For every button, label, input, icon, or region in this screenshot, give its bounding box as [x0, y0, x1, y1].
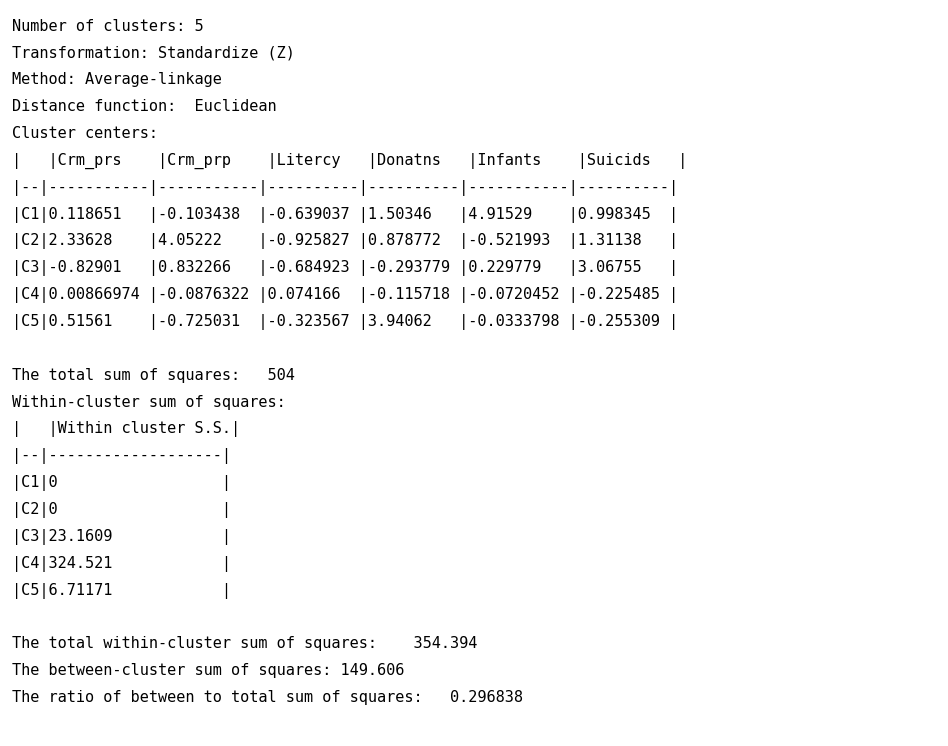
Text: |C3|23.1609            |: |C3|23.1609 | [12, 529, 231, 545]
Text: |--|-----------|-----------|----------|----------|-----------|----------|: |--|-----------|-----------|----------|-… [12, 180, 679, 195]
Text: |C4|324.521            |: |C4|324.521 | [12, 556, 231, 571]
Text: The ratio of between to total sum of squares:   0.296838: The ratio of between to total sum of squ… [12, 690, 523, 705]
Text: The between-cluster sum of squares: 149.606: The between-cluster sum of squares: 149.… [12, 663, 405, 678]
Text: |C1|0.118651   |-0.103438  |-0.639037 |1.50346   |4.91529    |0.998345  |: |C1|0.118651 |-0.103438 |-0.639037 |1.50… [12, 207, 679, 222]
Text: |C5|0.51561    |-0.725031  |-0.323567 |3.94062   |-0.0333798 |-0.255309 |: |C5|0.51561 |-0.725031 |-0.323567 |3.940… [12, 314, 679, 330]
Text: |--|-------------------|: |--|-------------------| [12, 448, 231, 464]
Text: |C1|0                  |: |C1|0 | [12, 475, 231, 491]
Text: |C4|0.00866974 |-0.0876322 |0.074166  |-0.115718 |-0.0720452 |-0.225485 |: |C4|0.00866974 |-0.0876322 |0.074166 |-0… [12, 287, 679, 303]
Text: |C2|2.33628    |4.05222    |-0.925827 |0.878772  |-0.521993  |1.31138   |: |C2|2.33628 |4.05222 |-0.925827 |0.87877… [12, 233, 679, 249]
Text: The total sum of squares:   504: The total sum of squares: 504 [12, 368, 295, 383]
Text: The total within-cluster sum of squares:    354.394: The total within-cluster sum of squares:… [12, 636, 478, 651]
Text: Transformation: Standardize (Z): Transformation: Standardize (Z) [12, 46, 295, 60]
Text: Number of clusters: 5: Number of clusters: 5 [12, 19, 204, 34]
Text: Within-cluster sum of squares:: Within-cluster sum of squares: [12, 395, 286, 410]
Text: |C2|0                  |: |C2|0 | [12, 502, 231, 518]
Text: |   |Within cluster S.S.|: | |Within cluster S.S.| [12, 421, 241, 437]
Text: Cluster centers:: Cluster centers: [12, 126, 158, 141]
Text: Method: Average-linkage: Method: Average-linkage [12, 72, 222, 87]
Text: |   |Crm_prs    |Crm_prp    |Litercy   |Donatns   |Infants    |Suicids   |: | |Crm_prs |Crm_prp |Litercy |Donatns |I… [12, 153, 687, 169]
Text: Distance function:  Euclidean: Distance function: Euclidean [12, 99, 277, 114]
Text: |C5|6.71171            |: |C5|6.71171 | [12, 583, 231, 598]
Text: |C3|-0.82901   |0.832266   |-0.684923 |-0.293779 |0.229779   |3.06755   |: |C3|-0.82901 |0.832266 |-0.684923 |-0.29… [12, 260, 679, 276]
